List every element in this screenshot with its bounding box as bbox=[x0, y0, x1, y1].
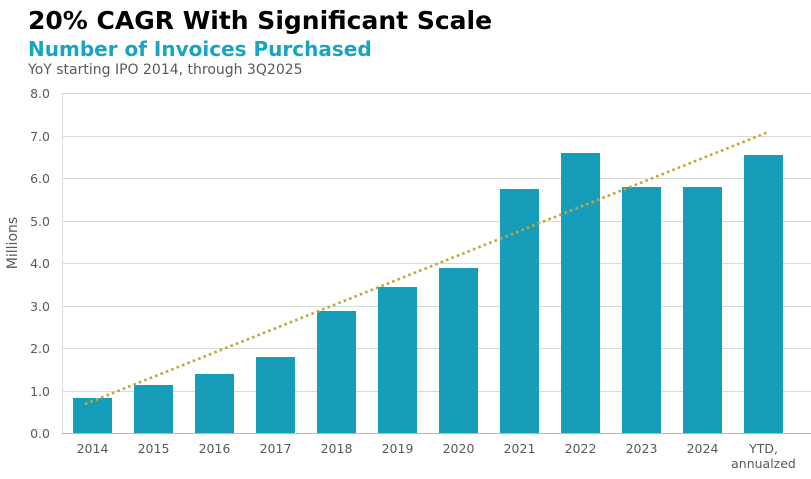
gridline bbox=[62, 178, 811, 179]
bar-2024 bbox=[683, 187, 722, 433]
chart-title: 20% CAGR With Significant Scale bbox=[28, 6, 493, 35]
x-tick-label: 2022 bbox=[564, 441, 597, 456]
chart-subtitle: Number of Invoices Purchased bbox=[28, 37, 372, 61]
x-tick-label: 2015 bbox=[137, 441, 170, 456]
x-tick-label: 2023 bbox=[625, 441, 658, 456]
x-tick-label: 2017 bbox=[259, 441, 292, 456]
chart-caption: YoY starting IPO 2014, through 3Q2025 bbox=[28, 62, 303, 78]
y-tick-label: 6.0 bbox=[30, 171, 50, 186]
bar-2014 bbox=[73, 398, 112, 433]
x-tick-label: 2014 bbox=[76, 441, 109, 456]
x-tick-label: 2018 bbox=[320, 441, 353, 456]
y-tick-label: 5.0 bbox=[30, 213, 50, 229]
y-tick-label: 1.0 bbox=[30, 383, 50, 399]
bar-2022 bbox=[561, 152, 600, 433]
y-tick-label: 7.0 bbox=[30, 128, 50, 144]
bar-2020 bbox=[439, 268, 478, 433]
bar-2019 bbox=[378, 287, 417, 433]
x-tick-label: 2021 bbox=[503, 441, 536, 456]
x-axis-baseline bbox=[62, 433, 811, 434]
x-tick-label: YTD, annualzed bbox=[731, 441, 796, 471]
gridline bbox=[62, 135, 811, 137]
bar-2015 bbox=[134, 385, 173, 433]
bar-ytd bbox=[744, 154, 783, 433]
y-tick-label: 2.0 bbox=[30, 341, 50, 356]
x-tick-label: 2024 bbox=[686, 441, 719, 456]
bar-2018 bbox=[317, 310, 356, 433]
bar-2017 bbox=[256, 356, 295, 433]
trendline-dotted-segment bbox=[84, 130, 769, 406]
y-tick-label: 8.0 bbox=[30, 86, 50, 101]
x-tick-label: 2020 bbox=[442, 441, 475, 456]
gridline bbox=[62, 93, 811, 94]
bar-2021 bbox=[500, 188, 539, 433]
y-tick-label: 3.0 bbox=[30, 298, 50, 314]
y-tick-label: 4.0 bbox=[30, 256, 50, 271]
y-axis-line bbox=[62, 93, 63, 433]
x-tick-label: 2016 bbox=[198, 441, 231, 456]
y-tick-label: 0.0 bbox=[30, 426, 50, 441]
bar-2016 bbox=[195, 373, 234, 433]
bar-2023 bbox=[622, 187, 661, 433]
x-tick-label: 2019 bbox=[381, 441, 414, 456]
